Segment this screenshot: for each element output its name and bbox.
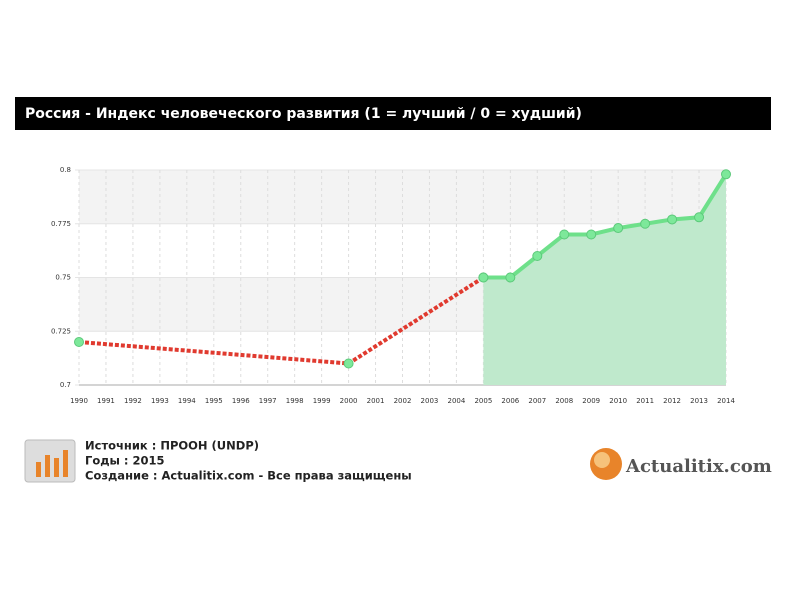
x-tick-label: 2006 <box>501 397 519 405</box>
x-tick-label: 2005 <box>474 397 492 405</box>
x-tick-label: 2014 <box>717 397 735 405</box>
footer-source: Источник : ПРООН (UNDP) <box>85 439 259 453</box>
x-tick-label: 1991 <box>97 397 115 405</box>
x-tick-label: 2003 <box>421 397 439 405</box>
logo-icon <box>590 448 622 480</box>
x-tick-label: 1999 <box>313 397 331 405</box>
plot: 0.7 0.725 0.75 0.775 0.8 1990 1991 1992 1993 1994… <box>51 166 735 405</box>
footer-icon <box>24 439 76 483</box>
point <box>667 214 678 225</box>
point <box>559 229 570 240</box>
x-tick-label: 2001 <box>367 397 385 405</box>
point <box>532 251 543 261</box>
x-tick-label: 1995 <box>205 397 223 405</box>
point <box>74 337 84 347</box>
x-tick-label: 1994 <box>178 397 196 405</box>
point <box>478 272 489 283</box>
x-tick-label: 2004 <box>448 397 466 405</box>
y-tick-label: 0.75 <box>55 274 71 282</box>
point <box>721 169 731 180</box>
point <box>640 218 651 229</box>
x-tick-label: 1992 <box>124 397 142 405</box>
footer-years: Годы : 2015 <box>85 454 165 468</box>
point <box>586 229 597 240</box>
x-tick-label: 1993 <box>151 397 169 405</box>
x-tick-label: 2010 <box>609 397 627 405</box>
y-tick-label: 0.775 <box>51 220 71 228</box>
point <box>343 358 354 369</box>
point <box>694 212 705 223</box>
y-tick-label: 0.7 <box>60 381 71 389</box>
y-tick-label: 0.725 <box>51 327 71 335</box>
x-tick-label: 1990 <box>70 397 88 405</box>
x-tick-label: 1998 <box>286 397 304 405</box>
point <box>505 272 516 283</box>
x-tick-label: 2012 <box>663 397 681 405</box>
area <box>483 174 726 385</box>
x-tick-label: 2009 <box>582 397 600 405</box>
x-tick-label: 1996 <box>232 397 250 405</box>
x-tick-label: 2007 <box>528 397 546 405</box>
footer-credit: Создание : Actualitix.com - Все права за… <box>85 469 412 483</box>
x-tick-label: 2002 <box>394 397 412 405</box>
chart-title: Россия - Индекс человеческого развития (… <box>25 106 582 122</box>
x-tick-label: 1997 <box>259 397 277 405</box>
y-tick-label: 0.8 <box>60 166 71 174</box>
x-tick-label: 2008 <box>555 397 573 405</box>
x-tick-label: 2000 <box>340 397 358 405</box>
title-bar <box>15 97 771 130</box>
x-tick-label: 2011 <box>636 397 654 405</box>
logo-text: Actualitix.com <box>625 456 772 477</box>
point <box>613 223 624 234</box>
line <box>483 173 728 280</box>
x-tick-label: 2013 <box>690 397 708 405</box>
